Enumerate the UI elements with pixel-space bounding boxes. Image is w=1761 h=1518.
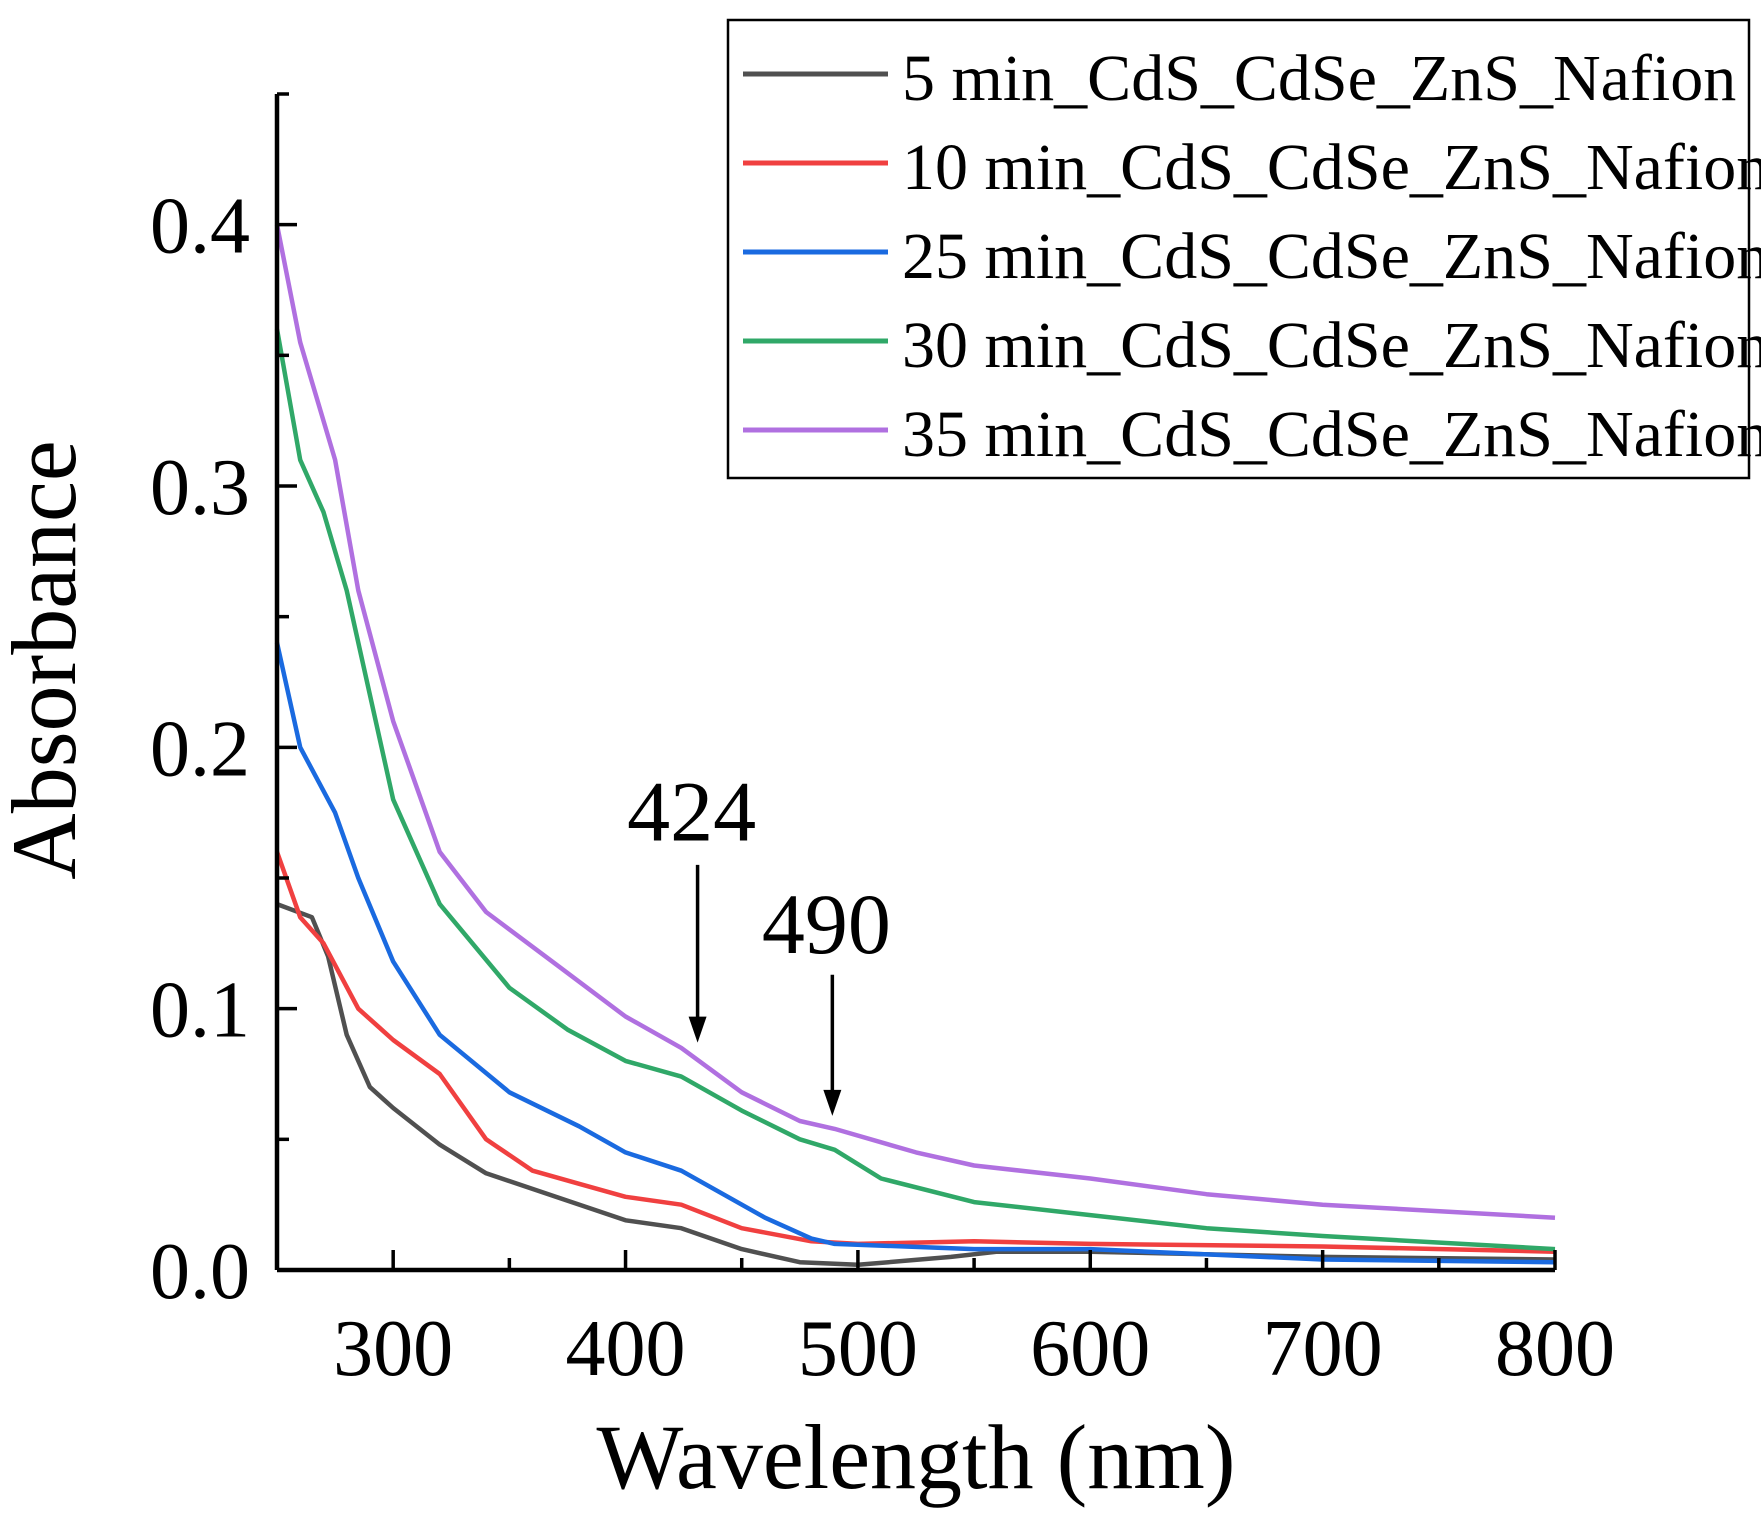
series-layer xyxy=(274,224,1556,1268)
legend-label: 30 min_CdS_CdSe_ZnS_Nafion xyxy=(902,309,1761,382)
y-tick-label: 0.4 xyxy=(150,183,250,271)
peak-annotation-label: 424 xyxy=(627,764,756,860)
series-line-1 xyxy=(274,851,1556,1254)
legend-label: 5 min_CdS_CdSe_ZnS_Nafion xyxy=(902,42,1736,115)
series-line-2 xyxy=(274,642,1556,1265)
legend-label: 10 min_CdS_CdSe_ZnS_Nafion xyxy=(902,131,1761,204)
annotation-arrow-head xyxy=(823,1089,842,1116)
series-line-0 xyxy=(276,901,1556,1268)
y-tick-label: 0.3 xyxy=(150,444,250,532)
legend: 5 min_CdS_CdSe_ZnS_Nafion 10 min_CdS_CdSe… xyxy=(726,18,1761,480)
y-tick-label: 0.1 xyxy=(150,967,250,1055)
legend-label: 35 min_CdS_CdSe_ZnS_Nafion xyxy=(902,398,1761,471)
x-tick-label: 300 xyxy=(333,1305,453,1393)
axes-layer: 300 400 500 600 700 800 0.0 0.1 0.2 0.3 0.4 xyxy=(150,92,1615,1393)
series-line-4 xyxy=(274,224,1556,1220)
x-tick-label: 500 xyxy=(798,1305,918,1393)
x-axis-label: Wavelength (nm) xyxy=(597,1406,1236,1508)
x-tick-label: 800 xyxy=(1495,1305,1615,1393)
x-tick-label: 400 xyxy=(566,1305,686,1393)
series-line-3 xyxy=(274,328,1556,1252)
legend-box xyxy=(726,18,1751,480)
y-tick-label: 0.2 xyxy=(150,705,250,793)
peak-annotation-label: 490 xyxy=(762,876,891,972)
y-tick-label: 0.0 xyxy=(150,1228,250,1316)
x-tick-label: 700 xyxy=(1263,1305,1383,1393)
y-axis-label: Absorbance xyxy=(0,440,95,879)
annotation-arrow-head xyxy=(688,1016,707,1043)
x-tick-label: 600 xyxy=(1030,1305,1150,1393)
legend-label: 25 min_CdS_CdSe_ZnS_Nafion xyxy=(902,220,1761,293)
